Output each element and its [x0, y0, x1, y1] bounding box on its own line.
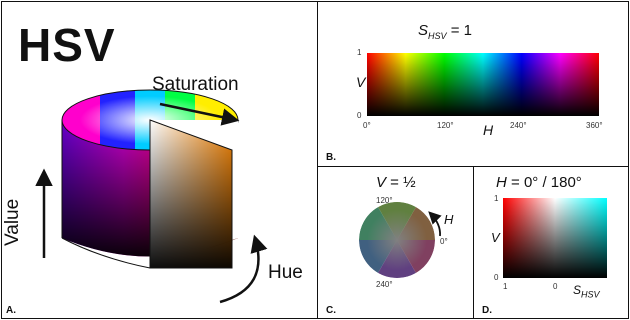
wheel-hue-label: H [444, 212, 454, 227]
panel-b-letter: B. [326, 152, 336, 163]
panel-d-x-axis-var: S [573, 283, 582, 297]
panel-c-title: V = ½ [376, 174, 416, 191]
panel-d-ytick-1: 1 [494, 194, 499, 203]
panel-d-title: H = 0° / 180° [496, 174, 582, 191]
panel-c-title-var: V [376, 174, 387, 191]
wheel-angle-120: 120° [376, 196, 393, 205]
panel-b-y-axis-label: V [356, 74, 366, 90]
panel-b-xtick-0: 0° [363, 121, 371, 130]
panel-d-x-axis-sub: HSV [581, 289, 600, 300]
panel-d-xtick-0: 0 [553, 282, 558, 291]
value-label: Value [2, 198, 23, 246]
panel-b-xtick-360: 360° [586, 121, 603, 130]
saturation-arrow [159, 102, 240, 126]
hue-arrow [219, 234, 268, 304]
panel-c-title-rest: = ½ [386, 174, 416, 191]
panel-b-title-var: S [418, 22, 429, 39]
panel-d-xtick-1: 1 [503, 282, 508, 291]
panel-b-ytick-0: 0 [357, 111, 362, 120]
hue-value-strip [367, 53, 599, 116]
panel-d-y-axis-label: V [491, 230, 500, 245]
wheel-hue-arrow [428, 211, 442, 237]
panel-b-title-sub: HSV [428, 31, 447, 41]
hue-wheel [359, 202, 435, 278]
wheel-angle-240: 240° [376, 280, 393, 289]
panel-d-title-var: H [496, 174, 507, 191]
panel-c-letter: C. [326, 305, 336, 316]
panel-b-xtick-120: 120° [437, 121, 454, 130]
panel-d-title-rest: = 0° / 180° [506, 174, 582, 191]
panel-a-letter: A. [6, 305, 16, 316]
saturation-label: Saturation [152, 74, 239, 95]
panel-a-title: HSV [18, 19, 116, 71]
panel-b-xtick-240: 240° [510, 121, 527, 130]
panel-d-ytick-0: 0 [494, 273, 499, 282]
hue-label: Hue [268, 262, 303, 283]
panel-b-title-rest: = 1 [446, 22, 472, 39]
panel-b-ytick-1: 1 [357, 48, 362, 57]
wheel-angle-0: 0° [440, 237, 448, 246]
panel-b-title: SHSV = 1 [418, 22, 472, 41]
panel-b-x-axis-label: H [483, 122, 494, 138]
saturation-value-square [503, 198, 607, 278]
panel-d-frame [473, 166, 629, 319]
panel-d-x-axis-label: SHSV [573, 283, 600, 299]
panel-d-letter: D. [482, 305, 492, 316]
